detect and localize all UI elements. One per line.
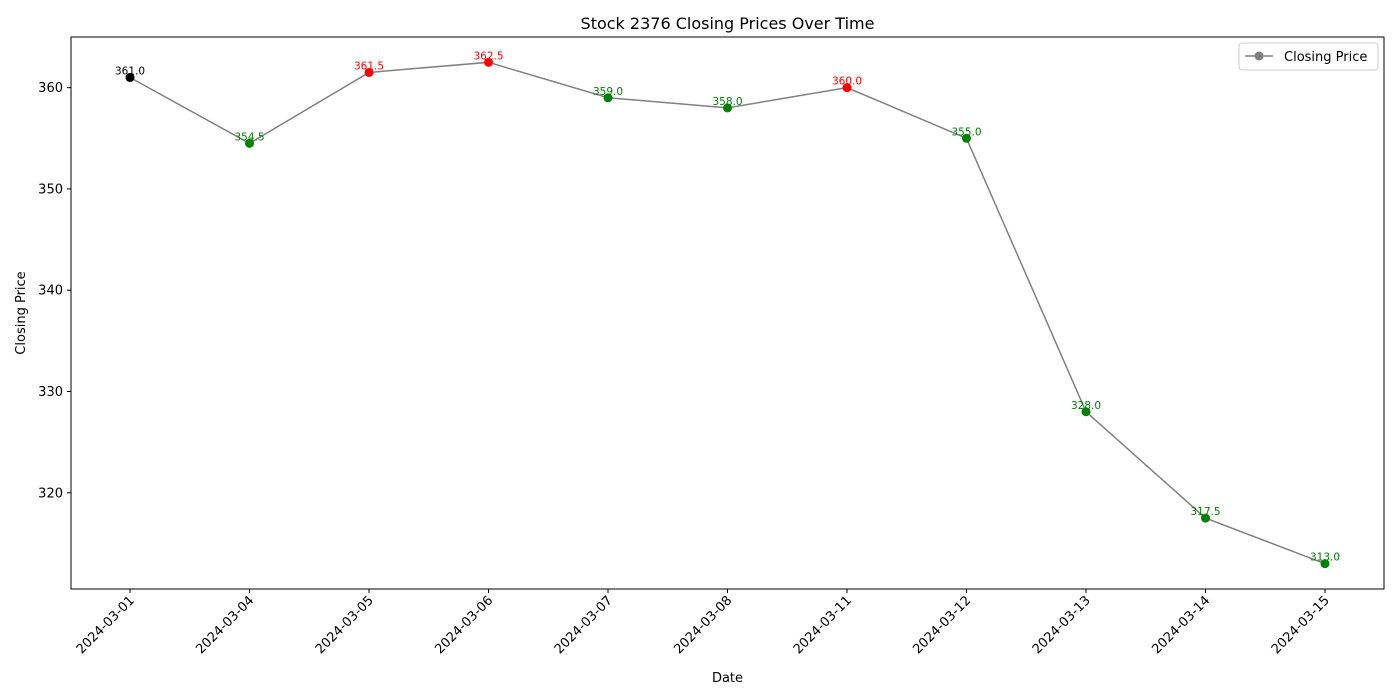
x-tick-label: 2024-03-15 [1269, 593, 1333, 657]
data-labels: 361.0 354.5 361.5 362.5 359.0 358.0 360.0 355.0… [115, 50, 1340, 563]
x-tick-label: 2024-03-13 [1030, 593, 1094, 657]
legend-box [1238, 42, 1379, 71]
data-point [125, 73, 135, 83]
y-tick-label: 330 [38, 385, 63, 400]
data-label: 354.5 [234, 131, 264, 143]
y-axis: 320 330 340 350 360 [38, 81, 71, 501]
x-tick-label: 2024-03-07 [552, 593, 616, 657]
data-label: 360.0 [832, 76, 862, 88]
data-label: 361.0 [115, 66, 145, 78]
data-label: 355.0 [951, 126, 981, 138]
chart-title: Stock 2376 Closing Prices Over Time [581, 14, 875, 33]
data-point [1320, 559, 1330, 569]
data-points [125, 57, 1330, 569]
x-tick-label: 2024-03-05 [313, 593, 377, 657]
x-tick-label: 2024-03-11 [791, 593, 855, 657]
x-axis-label: Date [712, 671, 743, 686]
series-line-closing-price [129, 61, 1326, 565]
data-label: 361.5 [354, 60, 384, 72]
data-point [364, 67, 374, 77]
x-tick-label: 2024-03-04 [193, 593, 257, 657]
data-label: 359.0 [593, 86, 623, 98]
data-label: 328.0 [1071, 400, 1101, 412]
data-label: 358.0 [712, 96, 742, 108]
data-point [842, 83, 852, 93]
x-tick-label: 2024-03-12 [910, 593, 974, 657]
data-label: 362.5 [473, 50, 503, 62]
y-tick-label: 340 [38, 284, 63, 299]
x-tick-label: 2024-03-08 [671, 593, 735, 657]
x-tick-label: 2024-03-01 [74, 593, 138, 657]
plot-area [70, 36, 1385, 590]
data-point [603, 93, 613, 103]
y-axis-label: Closing Price [14, 271, 29, 354]
y-tick-label: 350 [38, 182, 63, 197]
x-axis: 2024-03-01 2024-03-04 2024-03-05 2024-03-06… [74, 589, 1333, 657]
y-tick-label: 360 [38, 81, 63, 96]
x-tick-label: 2024-03-06 [432, 593, 496, 657]
x-tick-label: 2024-03-14 [1149, 593, 1213, 657]
legend: Closing Price [1238, 42, 1379, 71]
data-point [484, 57, 493, 67]
data-label: 313.0 [1310, 552, 1340, 564]
y-tick-label: 320 [38, 486, 63, 501]
data-point [1081, 407, 1091, 417]
data-point [723, 103, 732, 113]
data-point [245, 138, 254, 148]
data-point [1201, 513, 1210, 523]
data-label: 317.5 [1190, 506, 1220, 518]
legend-marker [1254, 51, 1264, 61]
data-point [962, 133, 971, 143]
legend-label: Closing Price [1284, 50, 1367, 65]
